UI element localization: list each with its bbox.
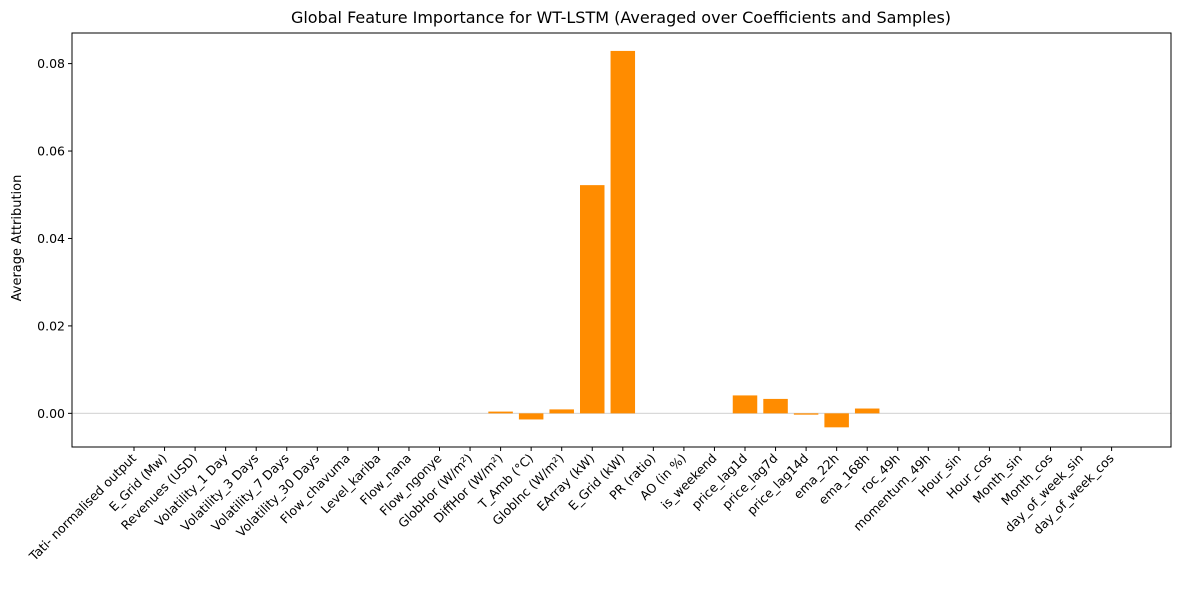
y-tick-label: 0.00: [37, 406, 65, 421]
axes-frame: [71, 32, 1172, 448]
bar: [518, 413, 544, 420]
bar: [610, 50, 636, 414]
bar: [732, 395, 758, 414]
y-tick-label: 0.08: [37, 56, 65, 71]
bar: [580, 185, 605, 414]
bar: [854, 408, 880, 414]
y-axis-label: Average Attribution: [10, 175, 25, 302]
bar: [824, 413, 849, 428]
bar: [793, 413, 819, 415]
y-tick-label: 0.06: [37, 144, 65, 159]
bar: [549, 409, 574, 414]
y-tick-label: 0.04: [37, 231, 65, 246]
chart-title: Global Feature Importance for WT-LSTM (A…: [291, 8, 951, 27]
bar: [488, 411, 513, 414]
bar: [763, 398, 788, 414]
y-tick-label: 0.02: [37, 318, 65, 333]
